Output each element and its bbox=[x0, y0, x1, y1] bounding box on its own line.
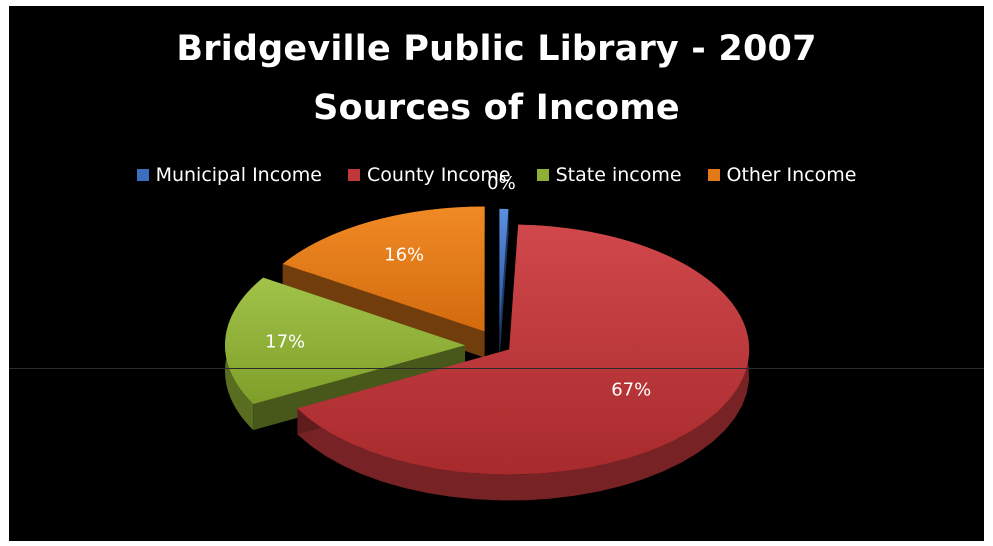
legend-item-other: Other Income bbox=[707, 164, 857, 186]
horizontal-rule bbox=[9, 368, 984, 369]
data-label-other: 16% bbox=[384, 245, 424, 266]
pie-slice-cut-other-0 bbox=[282, 263, 485, 358]
pie-slice-top-county bbox=[297, 224, 750, 475]
data-label-county: 67% bbox=[611, 379, 651, 400]
data-label-municipal: 0% bbox=[487, 173, 516, 194]
pie-slice-municipal bbox=[499, 208, 509, 360]
chart-title: Bridgeville Public Library - 2007 bbox=[176, 29, 817, 69]
chart-subtitle: Sources of Income bbox=[313, 88, 680, 128]
legend-swatch-state bbox=[536, 169, 549, 181]
pie-slice-top-municipal bbox=[499, 208, 509, 334]
pie-slice-county bbox=[297, 224, 750, 501]
pie-slice-other bbox=[282, 206, 485, 358]
legend: Municipal Income County Income State inc… bbox=[9, 164, 984, 186]
pie-slice-cut-municipal-1 bbox=[499, 208, 509, 360]
legend-label-county: County Income bbox=[366, 164, 511, 186]
chart-area: Bridgeville Public Library - 2007 Source… bbox=[9, 6, 984, 541]
pie-chart: 0% 67% 17% 16% bbox=[225, 173, 750, 501]
legend-label-state: State income bbox=[555, 164, 682, 186]
legend-swatch-other bbox=[707, 169, 720, 181]
legend-item-municipal: Municipal Income bbox=[136, 164, 322, 186]
legend-swatch-municipal bbox=[136, 169, 149, 181]
pie-slice-top-state bbox=[225, 277, 466, 405]
legend-swatch-county bbox=[347, 169, 360, 181]
data-label-state: 17% bbox=[265, 331, 305, 352]
legend-item-county: County Income bbox=[347, 164, 511, 186]
legend-item-state: State income bbox=[536, 164, 682, 186]
legend-label-other: Other Income bbox=[726, 164, 857, 186]
legend-label-municipal: Municipal Income bbox=[155, 164, 322, 186]
pie-slice-top-other bbox=[282, 206, 485, 332]
